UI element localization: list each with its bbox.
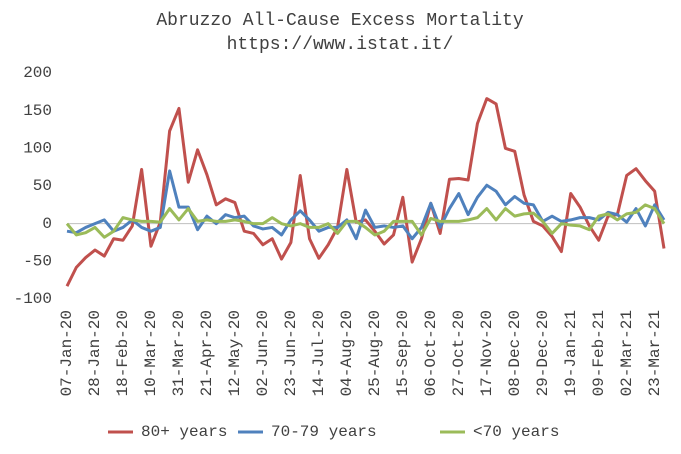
y-tick-label: -100 [14,290,52,308]
x-tick-label: 27-Oct-20 [450,310,468,396]
x-tick-label: 04-Aug-20 [338,310,356,396]
line-series [65,203,666,239]
x-tick-label: 02-Jun-20 [254,310,272,396]
line-series [66,169,666,241]
y-tick-label: 100 [23,140,52,158]
x-tick-label: 14-Jul-20 [310,310,328,396]
y-tick-label: 200 [23,64,52,82]
x-tick-label: 19-Jan-21 [562,310,580,396]
y-tick-label: 0 [42,215,52,233]
y-tick-label: 50 [33,177,52,195]
x-tick-label: 18-Feb-20 [114,310,132,396]
x-tick-label: 25-Aug-20 [366,310,384,396]
x-tick-label: 07-Jan-20 [58,310,76,396]
x-tick-label: 08-Dec-20 [506,310,524,396]
x-tick-label: 06-Oct-20 [422,310,440,396]
x-tick-label: 02-Mar-21 [618,310,636,396]
x-tick-label: 10-Mar-20 [142,310,160,396]
y-tick-label: 150 [23,102,52,120]
x-tick-label: 15-Sep-20 [394,310,412,396]
chart-title: Abruzzo All-Cause Excess Mortality [156,11,523,31]
x-tick-label: 17-Nov-20 [478,310,496,396]
x-tick-label: 23-Jun-20 [282,310,300,396]
legend-label: 70-79 years [271,423,377,441]
x-tick-label: 12-May-20 [226,310,244,396]
y-tick-label: -50 [23,253,52,271]
x-tick-label: 28-Jan-20 [86,310,104,396]
x-tick-label: 23-Mar-21 [646,310,664,396]
legend-label: <70 years [473,423,559,441]
chart-subtitle: https://www.istat.it/ [227,35,454,55]
x-tick-label: 29-Dec-20 [534,310,552,396]
x-tick-label: 21-Apr-20 [198,310,216,396]
legend-label: 80+ years [141,423,227,441]
line-series [65,97,666,287]
x-tick-label: 09-Feb-21 [590,310,608,396]
x-tick-label: 31-Mar-20 [170,310,188,396]
